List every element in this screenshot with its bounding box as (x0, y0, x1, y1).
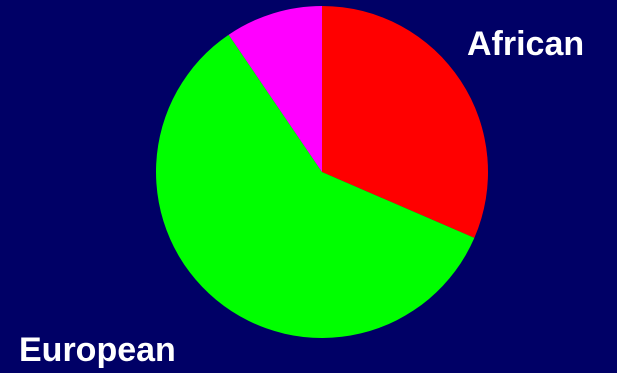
pie-slice-european (156, 34, 475, 338)
slice-label-african: African (467, 25, 585, 63)
slice-label-european: European (19, 331, 176, 369)
pie-slice-african (322, 5, 489, 238)
pie-slice-unlabeled (228, 6, 322, 172)
